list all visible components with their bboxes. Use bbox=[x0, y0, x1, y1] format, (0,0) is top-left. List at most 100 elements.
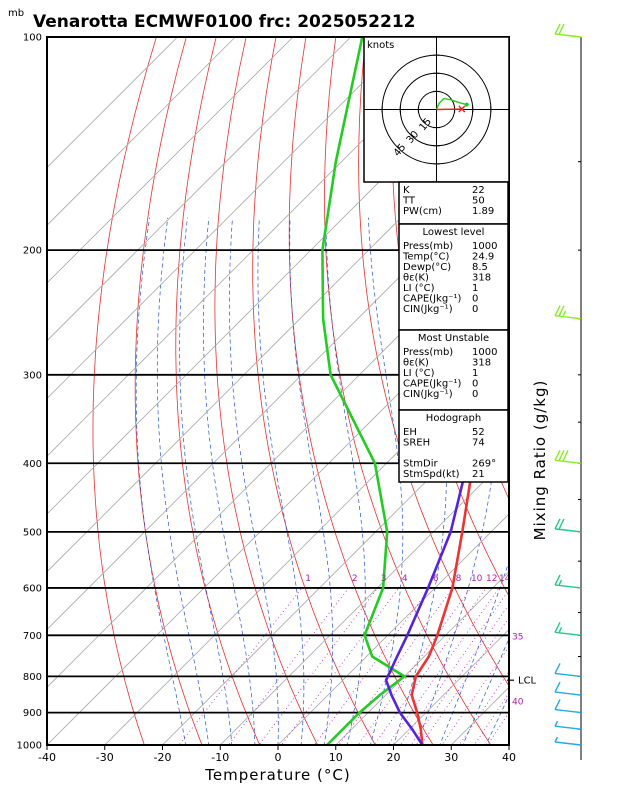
moist-adiabat bbox=[156, 217, 210, 745]
hodograph-trace bbox=[435, 97, 467, 110]
isotherm bbox=[47, 37, 294, 284]
temperature-tick-label: -10 bbox=[211, 751, 229, 764]
mixing-ratio-line bbox=[313, 587, 431, 745]
pressure-tick-label: 600 bbox=[23, 583, 42, 594]
isotherm bbox=[47, 166, 509, 631]
panel-label: CIN(Jkg⁻¹) bbox=[403, 389, 453, 400]
pressure-tick-label: 200 bbox=[23, 246, 42, 257]
dry-adiabat bbox=[602, 5, 618, 760]
isotherm bbox=[219, 455, 509, 745]
moist-adiabat bbox=[257, 217, 305, 745]
temperature-tick-label: 10 bbox=[329, 751, 343, 764]
isotherm bbox=[47, 37, 410, 400]
panel-label: Press(mb) bbox=[403, 241, 453, 252]
dry-adiabat bbox=[573, 5, 618, 760]
panel-label: LI (°C) bbox=[403, 283, 435, 294]
moist-adiabat bbox=[203, 217, 256, 745]
isotherm bbox=[508, 744, 509, 745]
panel-value: 24.9 bbox=[472, 252, 494, 263]
pressure-tick-labels: 100 200 300 400 500 600 700 800 900 1000 bbox=[17, 33, 42, 752]
mixing-ratio-label: 35 bbox=[512, 632, 523, 642]
moist-adiabat bbox=[325, 217, 366, 745]
hodograph-units: knots bbox=[367, 40, 394, 51]
moist-adiabat bbox=[229, 217, 279, 745]
panel-value: 1000 bbox=[472, 241, 497, 252]
panel-label: Dewp(°C) bbox=[403, 262, 451, 273]
storm-motion-marker bbox=[458, 105, 466, 113]
mixing-ratio-line bbox=[227, 587, 350, 745]
panel-value: 1 bbox=[472, 368, 478, 379]
moist-adiabat bbox=[485, 694, 509, 745]
panel-value: 8.5 bbox=[472, 262, 488, 273]
wind-barb bbox=[554, 518, 582, 533]
panel-value: 50 bbox=[472, 196, 485, 207]
panel-label: SREH bbox=[403, 438, 430, 449]
moist-adiabat bbox=[367, 217, 404, 745]
series-dewpoint bbox=[321, 37, 407, 745]
most-unstable-panel bbox=[398, 329, 509, 411]
mixing-ratio-label: 8 bbox=[456, 574, 462, 584]
temperature-tick-label: 30 bbox=[444, 751, 458, 764]
dry-adiabat bbox=[134, 37, 203, 745]
isotherm bbox=[47, 37, 179, 169]
panel-value: 22 bbox=[472, 185, 485, 196]
pressure-tick-label: 300 bbox=[23, 370, 42, 381]
mixing-ratio-label: 14 bbox=[499, 574, 511, 584]
wind-barb bbox=[554, 449, 582, 464]
pressure-tick-label: 400 bbox=[23, 459, 42, 470]
dry-adiabat bbox=[324, 37, 492, 745]
panel-label: StmDir bbox=[403, 459, 438, 470]
lcl-label: LCL bbox=[518, 676, 537, 687]
moist-adiabat bbox=[135, 217, 186, 745]
wind-barb bbox=[554, 681, 582, 696]
wind-barb bbox=[554, 574, 582, 589]
most-unstable-panel-title: Most Unstable bbox=[418, 333, 489, 344]
mixing-ratio-label: 3 bbox=[381, 574, 387, 584]
panel-label: K bbox=[403, 185, 410, 196]
x-axis-label: Temperature (°C) bbox=[204, 766, 350, 784]
temperature-tick-labels: -40 -30 -20 -10 0 10 20 30 40 bbox=[38, 745, 516, 764]
temperature-tick-label: 20 bbox=[387, 751, 401, 764]
temperature-tick-label: -20 bbox=[154, 751, 172, 764]
panel-value: 0 bbox=[472, 389, 478, 400]
pressure-tick-label: 900 bbox=[23, 708, 42, 719]
mixing-ratio-label: 12 bbox=[486, 574, 497, 584]
indices-panel bbox=[398, 181, 509, 225]
series-temperature bbox=[410, 288, 509, 745]
panel-value: 74 bbox=[472, 438, 485, 449]
mixing-ratio-line bbox=[178, 587, 303, 745]
panel-label: PW(cm) bbox=[403, 206, 442, 217]
panel-label: StmSpd(kt) bbox=[403, 469, 460, 480]
lowest-level-panel-title: Lowest level bbox=[423, 227, 485, 238]
mixing-ratio-line bbox=[420, 616, 509, 745]
hodograph-stats-panel-title: Hodograph bbox=[426, 413, 481, 424]
dry-adiabat bbox=[358, 37, 509, 687]
panel-value: 21 bbox=[472, 469, 485, 480]
right-axis-label: Mixing Ratio (g/kg) bbox=[531, 380, 549, 541]
mixing-ratio-lines bbox=[178, 587, 509, 745]
hodograph-trace-end bbox=[464, 102, 469, 107]
mixing-ratio-label: 2 bbox=[352, 574, 358, 584]
pressure-tick-label: 1000 bbox=[17, 741, 42, 752]
temperature-tick-label: -30 bbox=[96, 751, 114, 764]
isotherm bbox=[161, 397, 509, 745]
panel-label: CIN(Jkg⁻¹) bbox=[403, 304, 453, 315]
mixing-ratio-line bbox=[338, 587, 454, 745]
mixing-ratio-line bbox=[486, 711, 509, 745]
isotherm bbox=[335, 571, 509, 745]
pressure-tick-label: 700 bbox=[23, 631, 42, 642]
temperature-tick-label: 40 bbox=[502, 751, 516, 764]
panel-label: Press(mb) bbox=[403, 347, 453, 358]
wind-barb bbox=[554, 736, 582, 746]
isotherm bbox=[277, 513, 509, 745]
isotherm bbox=[47, 109, 509, 573]
panel-value: 1.89 bbox=[472, 206, 494, 217]
mixing-ratio-label: 1 bbox=[305, 574, 311, 584]
pressure-unit: mb bbox=[8, 8, 24, 19]
dry-adiabat bbox=[252, 37, 376, 745]
isotherms bbox=[47, 37, 509, 745]
